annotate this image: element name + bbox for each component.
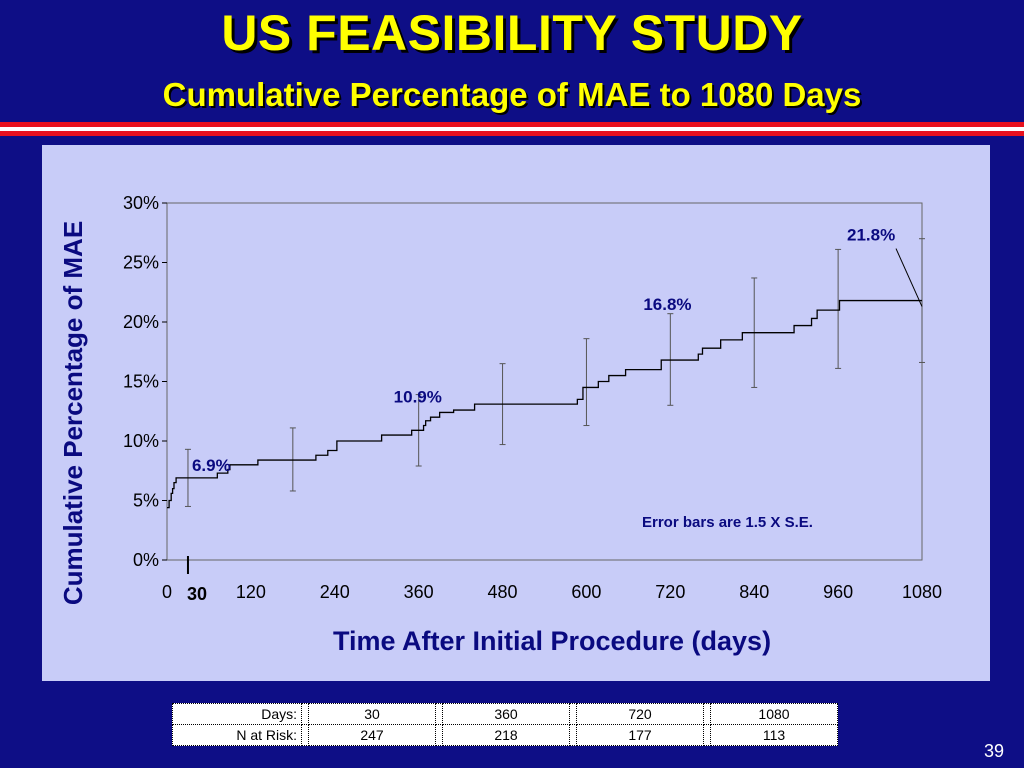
table-row: N at Risk: 247 218 177 113 [172,724,838,746]
n-at-risk-label: N at Risk: [172,724,302,746]
table-row: Days: 30 360 720 1080 [172,703,838,725]
n-at-risk-cell: 218 [442,724,570,746]
n-at-risk-cell: 247 [308,724,436,746]
days-cell: 1080 [710,703,838,725]
y-tick-label: 15% [123,372,159,392]
x-tick-label: 480 [488,582,518,602]
risk-table: Days: 30 360 720 1080 N at Risk: 247 218… [172,703,838,746]
mae-step-line [167,299,922,509]
x-tick-label: 0 [162,582,172,602]
header-stripe-white [0,127,1024,131]
slide-title: US FEASIBILITY STUDY [221,5,803,61]
header-stripe-red-bottom [0,131,1024,136]
x-tick-label: 600 [571,582,601,602]
n-at-risk-cell: 177 [576,724,704,746]
error-bars [184,238,925,507]
y-tick-label: 0% [133,550,159,570]
error-bar-note: Error bars are 1.5 X S.E. [642,514,813,531]
x-axis-title: Time After Initial Procedure (days) [333,626,771,656]
page-number: 39 [983,741,1004,761]
annotation-label: 21.8% [847,226,895,245]
day-30-tick-label: 30 [187,584,207,604]
annotations: 6.9% 10.9% 16.8% 21.8% [192,226,923,475]
x-tick-label: 840 [739,582,769,602]
days-label: Days: [172,703,302,725]
axis-ticks: 0% 5% 10% 15% 20% 25% 30% 0 120 240 360 480 600 720 84… [123,193,942,604]
annotation-label: 6.9% [192,456,231,475]
annotation-leader-line [895,248,923,307]
y-tick-label: 20% [123,312,159,332]
y-tick-label: 5% [133,491,159,511]
n-at-risk-cell: 113 [710,724,838,746]
plot-border [166,202,923,561]
annotation-label: 10.9% [394,387,442,406]
x-tick-label: 960 [823,582,853,602]
days-cell: 720 [576,703,704,725]
mae-series [167,299,922,509]
days-cell: 360 [442,703,570,725]
slide-subtitle: Cumulative Percentage of MAE to 1080 Day… [162,76,862,113]
y-axis-title: Cumulative Percentage of MAE [58,221,88,605]
chart-panel: 0% 5% 10% 15% 20% 25% 30% 0 120 240 360 480 600 720 84… [42,145,990,681]
x-tick-label: 720 [655,582,685,602]
y-tick-label: 30% [123,193,159,213]
chart-svg: 0% 5% 10% 15% 20% 25% 30% 0 120 240 360 480 600 720 84… [58,193,942,656]
x-tick-label: 240 [320,582,350,602]
y-tick-label: 10% [123,431,159,451]
annotation-label: 16.8% [643,295,691,314]
header-stripe-red-top [0,122,1024,127]
y-tick-label: 25% [123,253,159,273]
plot-frame [166,202,923,561]
x-tick-label: 1080 [902,582,942,602]
days-cell: 30 [308,703,436,725]
x-tick-label: 360 [404,582,434,602]
x-tick-label: 120 [236,582,266,602]
